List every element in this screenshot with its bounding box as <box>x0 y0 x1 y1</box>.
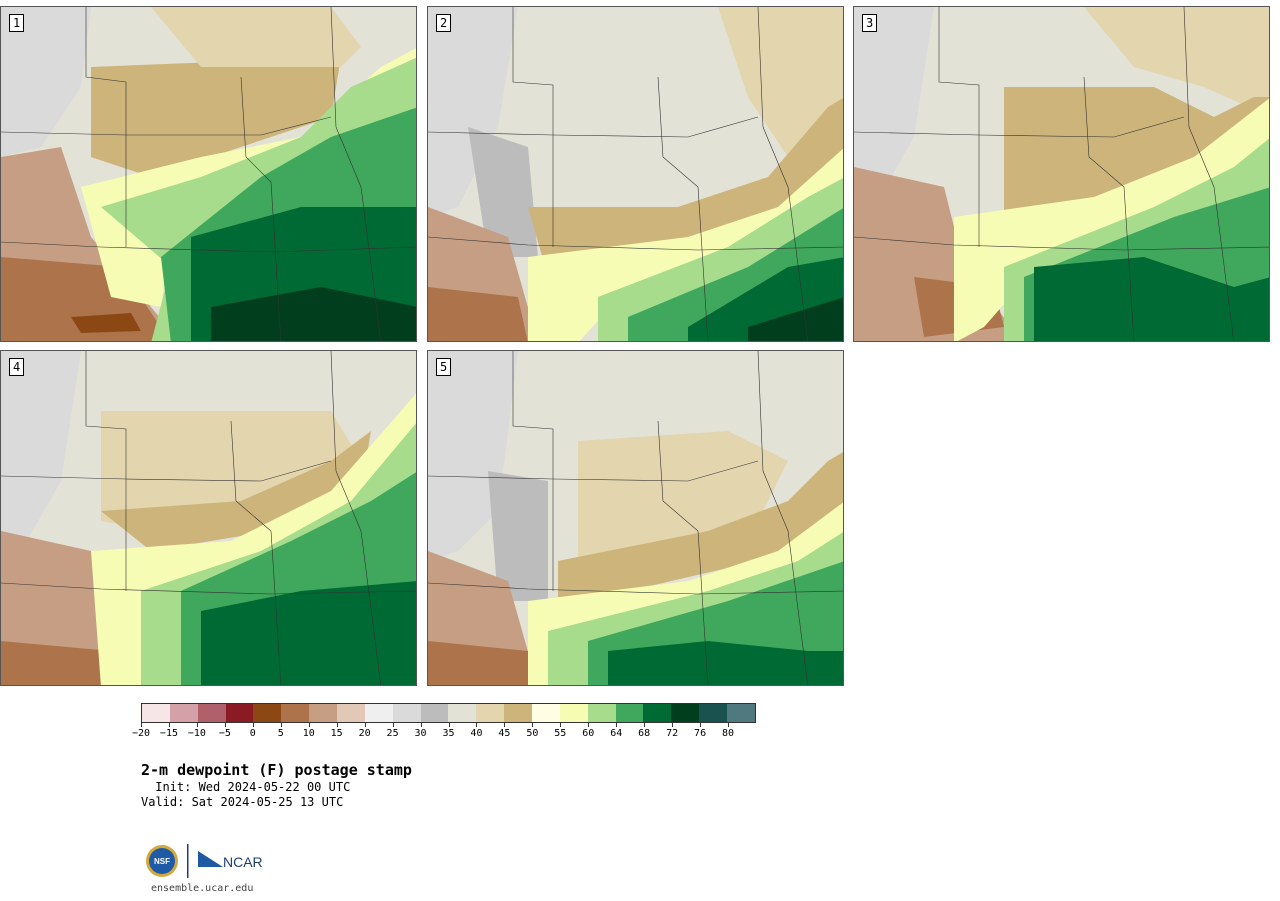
colorbar-tick-label: 25 <box>387 723 399 739</box>
dewpoint-map-2 <box>428 7 843 341</box>
colorbar-tick-label: −5 <box>219 723 231 739</box>
colorbar-swatch-6 <box>309 704 338 722</box>
colorbar-tick-label: 5 <box>278 723 284 739</box>
nsf-ncar-logo: NSF NCAR <box>146 844 263 878</box>
dewpoint-map-3 <box>854 7 1269 341</box>
colorbar-tick-label: 10 <box>303 723 315 739</box>
colorbar-swatch-14 <box>532 704 560 722</box>
colorbar-tick-label: 76 <box>694 723 706 739</box>
colorbar-swatch-13 <box>504 704 533 722</box>
colorbar-ticks: −20 −15 −10 −5 0 5 10 15 20 25 30 35 40 45 50 55 60 64 68 7… <box>132 723 756 743</box>
colorbar-tick-label: 45 <box>498 723 510 739</box>
colorbar-tick-label: 15 <box>331 723 343 739</box>
dewpoint-colorbar <box>141 703 756 723</box>
colorbar-swatch-10 <box>420 704 449 722</box>
colorbar-swatch-11 <box>448 704 477 722</box>
dewpoint-map-1 <box>1 7 416 341</box>
panel-number-label: 3 <box>862 14 878 32</box>
colorbar-swatch-12 <box>476 704 505 722</box>
colorbar-swatch-0 <box>142 704 170 722</box>
colorbar-swatch-7 <box>337 704 365 722</box>
dewpoint-map-5 <box>428 351 843 685</box>
colorbar-tick-label: −10 <box>188 723 206 739</box>
colorbar-swatch-17 <box>615 704 644 722</box>
colorbar-swatch-2 <box>197 704 226 722</box>
valid-time: Valid: Sat 2024-05-25 13 UTC <box>141 795 344 809</box>
panel-number-label: 1 <box>9 14 25 32</box>
chart-title: 2-m dewpoint (F) postage stamp <box>141 761 412 779</box>
colorbar-tick-label: 80 <box>722 723 734 739</box>
panel-number-label: 2 <box>436 14 452 32</box>
colorbar-tick-label: −15 <box>160 723 178 739</box>
colorbar-swatch-15 <box>559 704 588 722</box>
colorbar-swatch-4 <box>253 704 282 722</box>
colorbar-swatch-1 <box>169 704 198 722</box>
colorbar-swatch-20 <box>699 704 728 722</box>
member-panel-4: 4 <box>0 350 417 686</box>
colorbar-swatch-16 <box>587 704 616 722</box>
colorbar-tick-label: 20 <box>359 723 371 739</box>
colorbar-swatch-3 <box>225 704 254 722</box>
colorbar-tick-label: 40 <box>470 723 482 739</box>
member-panel-5: 5 <box>427 350 844 686</box>
colorbar-tick-label: 50 <box>526 723 538 739</box>
colorbar-tick-label: −20 <box>132 723 150 739</box>
colorbar-swatch-9 <box>392 704 421 722</box>
member-panel-2: 2 <box>427 6 844 342</box>
colorbar-swatch-19 <box>671 704 700 722</box>
member-panel-1: 1 <box>0 6 417 342</box>
ncar-logo-text: NCAR <box>223 854 263 870</box>
colorbar-tick-label: 68 <box>638 723 650 739</box>
colorbar-tick-label: 64 <box>610 723 622 739</box>
colorbar-swatch-8 <box>364 704 393 722</box>
colorbar-tick-label: 35 <box>442 723 455 739</box>
colorbar-tick-label: 72 <box>666 723 678 739</box>
colorbar-swatch-5 <box>281 704 310 722</box>
logos: NSF NCAR <box>145 843 275 879</box>
init-time: Init: Wed 2024-05-22 00 UTC <box>148 780 351 794</box>
member-panel-3: 3 <box>853 6 1270 342</box>
colorbar-tick-label: 0 <box>250 723 256 739</box>
colorbar-swatch-18 <box>643 704 672 722</box>
colorbar-tick-label: 30 <box>415 723 427 739</box>
panel-number-label: 5 <box>436 358 452 376</box>
site-url: ensemble.ucar.edu <box>151 883 254 894</box>
dewpoint-map-4 <box>1 351 416 685</box>
colorbar-tick-label: 55 <box>554 723 566 739</box>
panel-number-label: 4 <box>9 358 25 376</box>
colorbar-tick-label: 60 <box>582 723 594 739</box>
colorbar-swatch-21 <box>727 704 755 722</box>
nsf-logo-text: NSF <box>154 857 170 866</box>
